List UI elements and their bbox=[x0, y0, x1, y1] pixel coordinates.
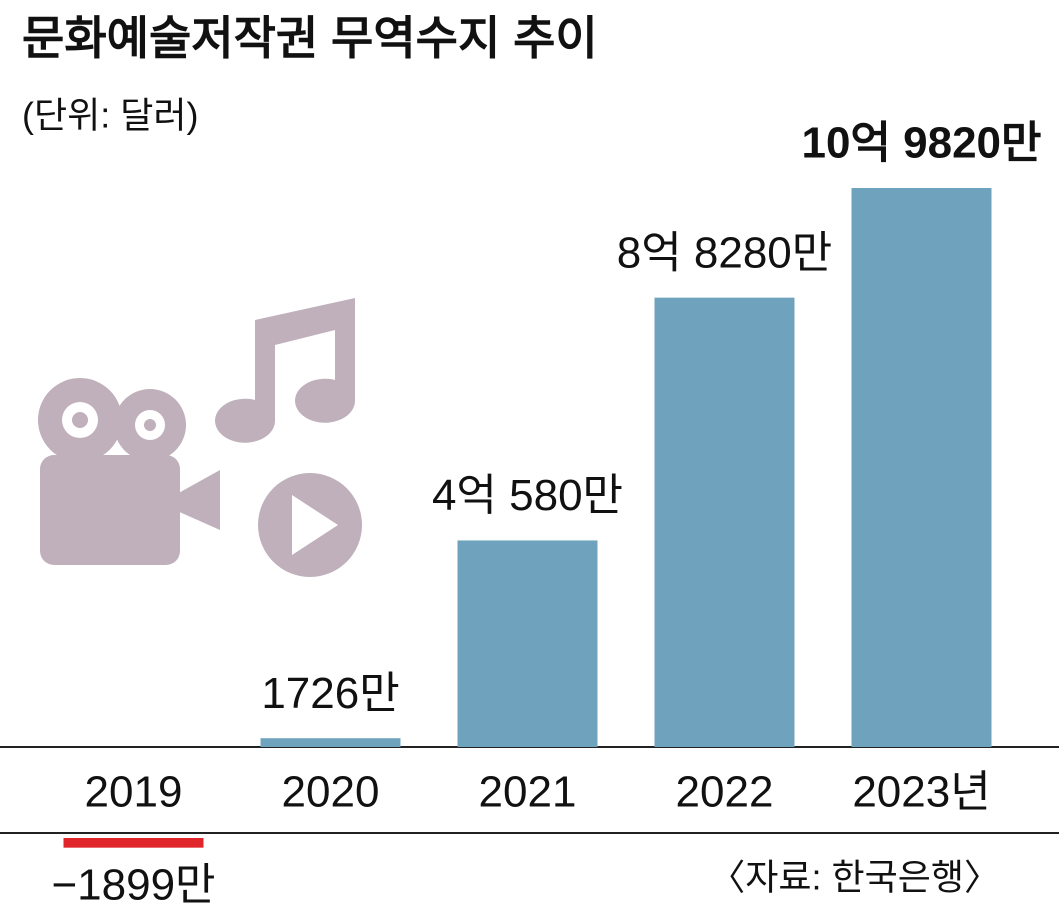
source: 〈자료: 한국은행〉 bbox=[709, 857, 1000, 898]
media-icons bbox=[38, 298, 362, 577]
x-tick-label: 2019 bbox=[85, 768, 183, 817]
bar bbox=[457, 540, 598, 747]
value-label: 10억 9820만 bbox=[801, 119, 1041, 168]
bar bbox=[851, 188, 992, 747]
x-tick-label: 2022 bbox=[676, 768, 774, 817]
x-tick-label: 2020 bbox=[282, 768, 380, 817]
x-tick-label: 2023년 bbox=[852, 768, 990, 817]
chart-title: 문화예술저작권 무역수지 추이 bbox=[22, 12, 598, 64]
bar bbox=[63, 838, 204, 848]
chart-subtitle: (단위: 달러) bbox=[22, 95, 198, 136]
bar bbox=[260, 738, 401, 747]
value-label: −1899만 bbox=[51, 860, 215, 909]
value-label: 1726만 bbox=[261, 669, 399, 718]
value-label: 8억 8280만 bbox=[617, 228, 833, 277]
bar bbox=[654, 297, 795, 747]
x-tick-label: 2021 bbox=[479, 768, 577, 817]
value-label: 4억 580만 bbox=[432, 471, 623, 520]
